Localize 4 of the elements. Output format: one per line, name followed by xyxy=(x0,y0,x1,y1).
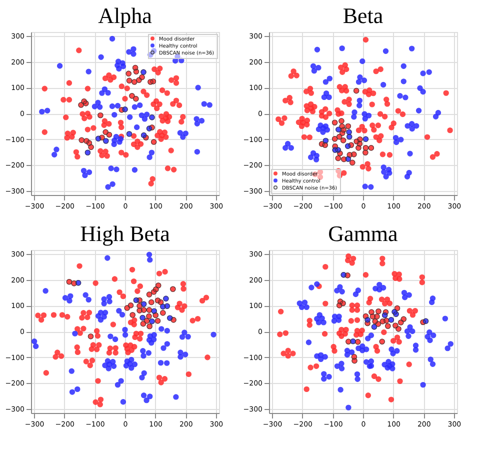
chart-title: Beta xyxy=(342,2,384,28)
chart-title: Alpha xyxy=(98,2,152,28)
chart-title: High Beta xyxy=(80,220,170,246)
chart-title: Gamma xyxy=(328,220,398,246)
